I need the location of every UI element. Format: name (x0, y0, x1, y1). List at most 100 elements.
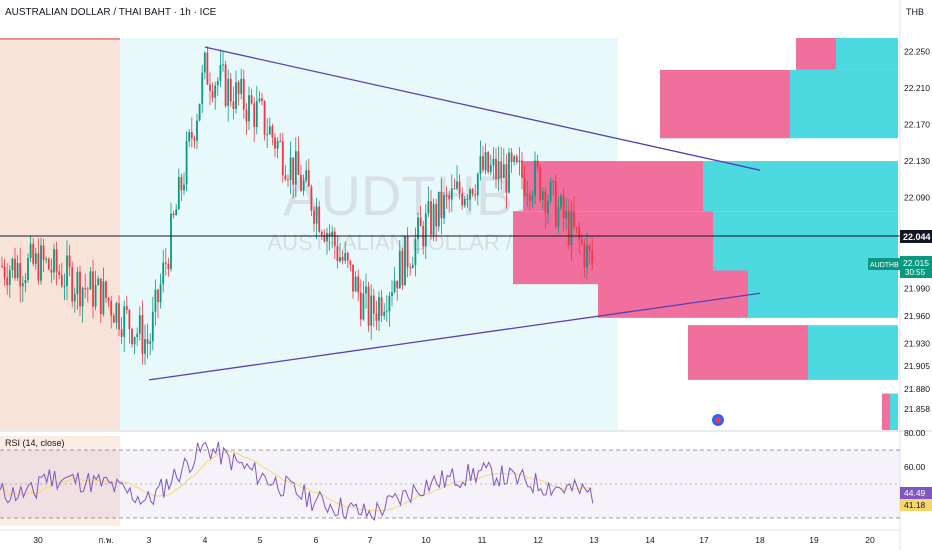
candle-body (357, 276, 360, 293)
candle-body (84, 287, 87, 289)
candle-body (305, 170, 308, 181)
support-trendline[interactable] (148, 292, 761, 381)
candle-body (196, 120, 198, 141)
candle-body (476, 173, 479, 196)
candle-body (307, 170, 310, 187)
candle-body (271, 126, 274, 138)
candle-body (513, 156, 516, 162)
candle-body (424, 213, 427, 247)
candle-body (68, 255, 71, 268)
candle-body (198, 104, 201, 121)
candle-body (47, 258, 50, 270)
candle-body (193, 138, 196, 141)
candle-body (482, 156, 484, 171)
candle-body (227, 78, 230, 106)
candle-body (549, 181, 552, 202)
candle-body (245, 109, 248, 122)
candle-body (209, 84, 211, 92)
candle-body (315, 206, 318, 224)
candle-body (547, 201, 549, 214)
candle-body (367, 286, 370, 326)
candle-body (144, 339, 146, 354)
profile-bar-up (836, 38, 898, 70)
rsi-ma-line (0, 450, 594, 512)
candle-body (73, 294, 76, 302)
candle-body (242, 78, 245, 110)
candle-body (211, 91, 214, 98)
candle-body (417, 217, 419, 240)
candle-body (502, 164, 505, 179)
rsi-value-text: 44.49 (904, 488, 926, 498)
price-tick-label: 21.905 (904, 361, 930, 371)
candle-body (463, 198, 466, 206)
candle-body (479, 156, 482, 174)
candle-body (131, 329, 133, 345)
candle-body (453, 188, 456, 190)
candle-body (331, 231, 334, 237)
currency-label: THB (906, 7, 924, 17)
symbol-label-text: AUDTHB (870, 262, 899, 269)
resistance-trendline[interactable] (204, 46, 761, 171)
prev-session-region (0, 38, 120, 430)
candle-body (16, 263, 19, 278)
candle-body (352, 264, 354, 292)
candle-body (190, 132, 193, 139)
time-axis[interactable]: 30 ก.พ. 3 4 5 6 7 10 11 12 13 14 17 18 19 20 (33, 535, 875, 545)
candle-body (42, 245, 45, 260)
candle-body (440, 191, 443, 219)
candle-body (318, 206, 321, 232)
candle-body (380, 297, 383, 316)
rsi-ma-tag (900, 499, 932, 511)
candle-body (544, 191, 547, 214)
candle-body (138, 315, 141, 334)
profile-bar-down (882, 393, 890, 430)
candle-body (336, 246, 339, 262)
candle-body (487, 152, 490, 172)
candle-body (89, 271, 92, 290)
candle-body (591, 250, 594, 263)
time-tick-label: 7 (368, 535, 373, 545)
rsi-title[interactable]: RSI (14, close) (5, 438, 65, 448)
candle-body (484, 152, 487, 171)
time-tick-label: 4 (203, 535, 208, 545)
candle-body (235, 82, 237, 109)
candle-body (554, 181, 557, 227)
symbol-title[interactable]: AUSTRALIAN DOLLAR / THAI BAHT · 1h · ICE (5, 7, 217, 18)
time-tick-label: 30 (33, 535, 43, 545)
candle-body (255, 101, 258, 128)
candle-body (505, 164, 508, 193)
candle-body (557, 207, 560, 227)
candle-body (515, 156, 518, 163)
candle-body (541, 191, 544, 200)
candle-body (164, 262, 167, 264)
candle-body (94, 284, 97, 307)
candle-body (565, 210, 568, 219)
candle-body (354, 276, 357, 292)
candle-body (180, 176, 183, 191)
candle-body (118, 303, 120, 330)
time-tick-label: 10 (421, 535, 431, 545)
candle-body (492, 158, 495, 166)
candle-body (458, 181, 461, 194)
candle-body (411, 264, 414, 268)
candle-body (435, 203, 438, 227)
candle-body (359, 292, 362, 320)
candle-body (414, 239, 417, 265)
candle-body (183, 184, 185, 191)
candle-body (92, 271, 94, 307)
candle-body (341, 257, 344, 261)
candle-body (580, 239, 583, 244)
candle-body (170, 213, 172, 270)
price-tick-label: 22.130 (904, 156, 930, 166)
candle-body (573, 211, 575, 227)
candle-body (300, 174, 302, 191)
rsi-axis[interactable]: 80.00 60.00 (904, 428, 926, 472)
candle-body (97, 278, 100, 285)
trendlines[interactable] (148, 46, 761, 381)
candle-body (578, 227, 581, 240)
candle-body (128, 309, 131, 330)
profile-bar-up (890, 393, 898, 430)
candle-body (523, 178, 526, 196)
candle-body (536, 160, 539, 168)
